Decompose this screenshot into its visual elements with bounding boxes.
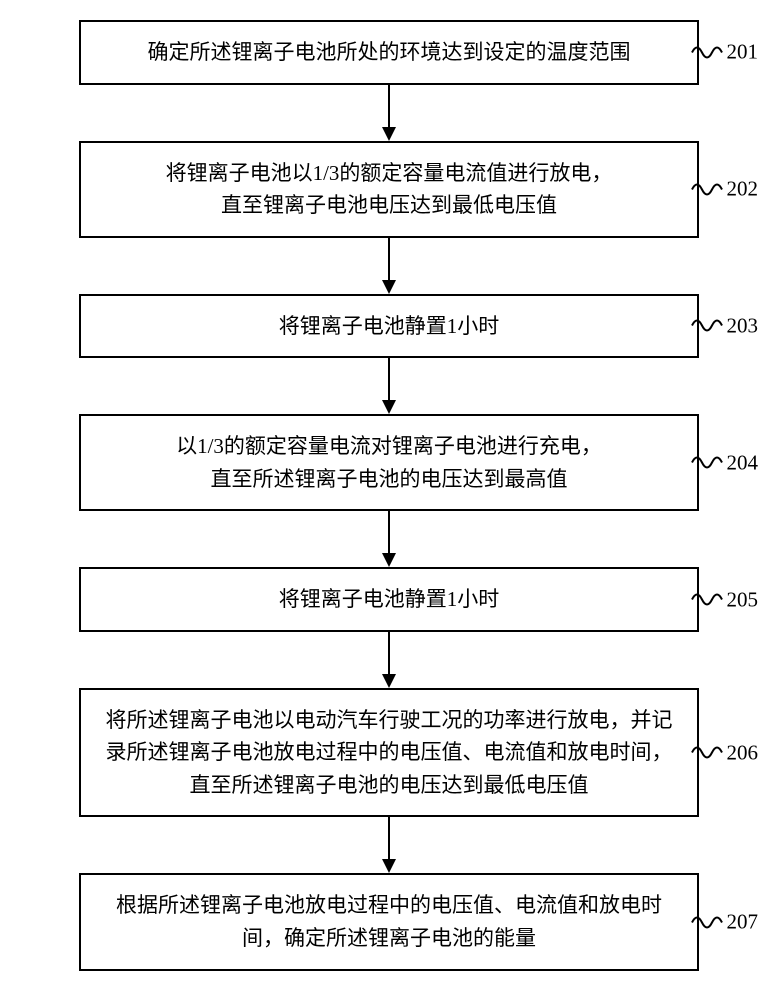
connector-squiggle-icon bbox=[691, 314, 725, 338]
step-box-202: 将锂离子电池以1/3的额定容量电流值进行放电， 直至锂离子电池电压达到最低电压值 bbox=[79, 141, 699, 238]
step-label-text: 202 bbox=[727, 177, 759, 202]
step-label-text: 206 bbox=[727, 740, 759, 765]
flowchart-container: 确定所述锂离子电池所处的环境达到设定的温度范围 201 将锂离子电池以1/3的额… bbox=[20, 20, 758, 971]
arrow-204-to-205 bbox=[20, 511, 758, 567]
step-box-204: 以1/3的额定容量电流对锂离子电池进行充电， 直至所述锂离子电池的电压达到最高值 bbox=[79, 414, 699, 511]
step-row-206: 将所述锂离子电池以电动汽车行驶工况的功率进行放电，并记录所述锂离子电池放电过程中… bbox=[20, 688, 758, 818]
connector-squiggle-icon bbox=[691, 741, 725, 765]
step-row-203: 将锂离子电池静置1小时 203 bbox=[20, 294, 758, 359]
arrow-down-icon bbox=[379, 238, 399, 294]
step-label-text: 205 bbox=[727, 587, 759, 612]
arrow-down-icon bbox=[379, 632, 399, 688]
step-box-203: 将锂离子电池静置1小时 bbox=[79, 294, 699, 359]
step-row-207: 根据所述锂离子电池放电过程中的电压值、电流值和放电时间，确定所述锂离子电池的能量… bbox=[20, 873, 758, 970]
step-label-205: 205 bbox=[691, 587, 759, 612]
arrow-201-to-202 bbox=[20, 85, 758, 141]
step-label-201: 201 bbox=[691, 40, 759, 65]
step-box-205: 将锂离子电池静置1小时 bbox=[79, 567, 699, 632]
connector-squiggle-icon bbox=[691, 910, 725, 934]
step-label-202: 202 bbox=[691, 177, 759, 202]
step-box-207: 根据所述锂离子电池放电过程中的电压值、电流值和放电时间，确定所述锂离子电池的能量 bbox=[79, 873, 699, 970]
step-label-207: 207 bbox=[691, 910, 759, 935]
step-row-202: 将锂离子电池以1/3的额定容量电流值进行放电， 直至锂离子电池电压达到最低电压值… bbox=[20, 141, 758, 238]
step-label-204: 204 bbox=[691, 450, 759, 475]
step-row-201: 确定所述锂离子电池所处的环境达到设定的温度范围 201 bbox=[20, 20, 758, 85]
step-row-205: 将锂离子电池静置1小时 205 bbox=[20, 567, 758, 632]
arrow-down-icon bbox=[379, 511, 399, 567]
arrow-down-icon bbox=[379, 85, 399, 141]
step-label-text: 204 bbox=[727, 450, 759, 475]
step-row-204: 以1/3的额定容量电流对锂离子电池进行充电， 直至所述锂离子电池的电压达到最高值… bbox=[20, 414, 758, 511]
connector-squiggle-icon bbox=[691, 588, 725, 612]
step-box-201: 确定所述锂离子电池所处的环境达到设定的温度范围 bbox=[79, 20, 699, 85]
arrow-206-to-207 bbox=[20, 817, 758, 873]
step-label-206: 206 bbox=[691, 740, 759, 765]
step-label-text: 207 bbox=[727, 910, 759, 935]
connector-squiggle-icon bbox=[691, 451, 725, 475]
step-label-text: 201 bbox=[727, 40, 759, 65]
arrow-205-to-206 bbox=[20, 632, 758, 688]
arrow-202-to-203 bbox=[20, 238, 758, 294]
step-box-206: 将所述锂离子电池以电动汽车行驶工况的功率进行放电，并记录所述锂离子电池放电过程中… bbox=[79, 688, 699, 818]
step-label-text: 203 bbox=[727, 313, 759, 338]
arrow-down-icon bbox=[379, 358, 399, 414]
step-label-203: 203 bbox=[691, 313, 759, 338]
arrow-203-to-204 bbox=[20, 358, 758, 414]
connector-squiggle-icon bbox=[691, 177, 725, 201]
arrow-down-icon bbox=[379, 817, 399, 873]
connector-squiggle-icon bbox=[691, 40, 725, 64]
